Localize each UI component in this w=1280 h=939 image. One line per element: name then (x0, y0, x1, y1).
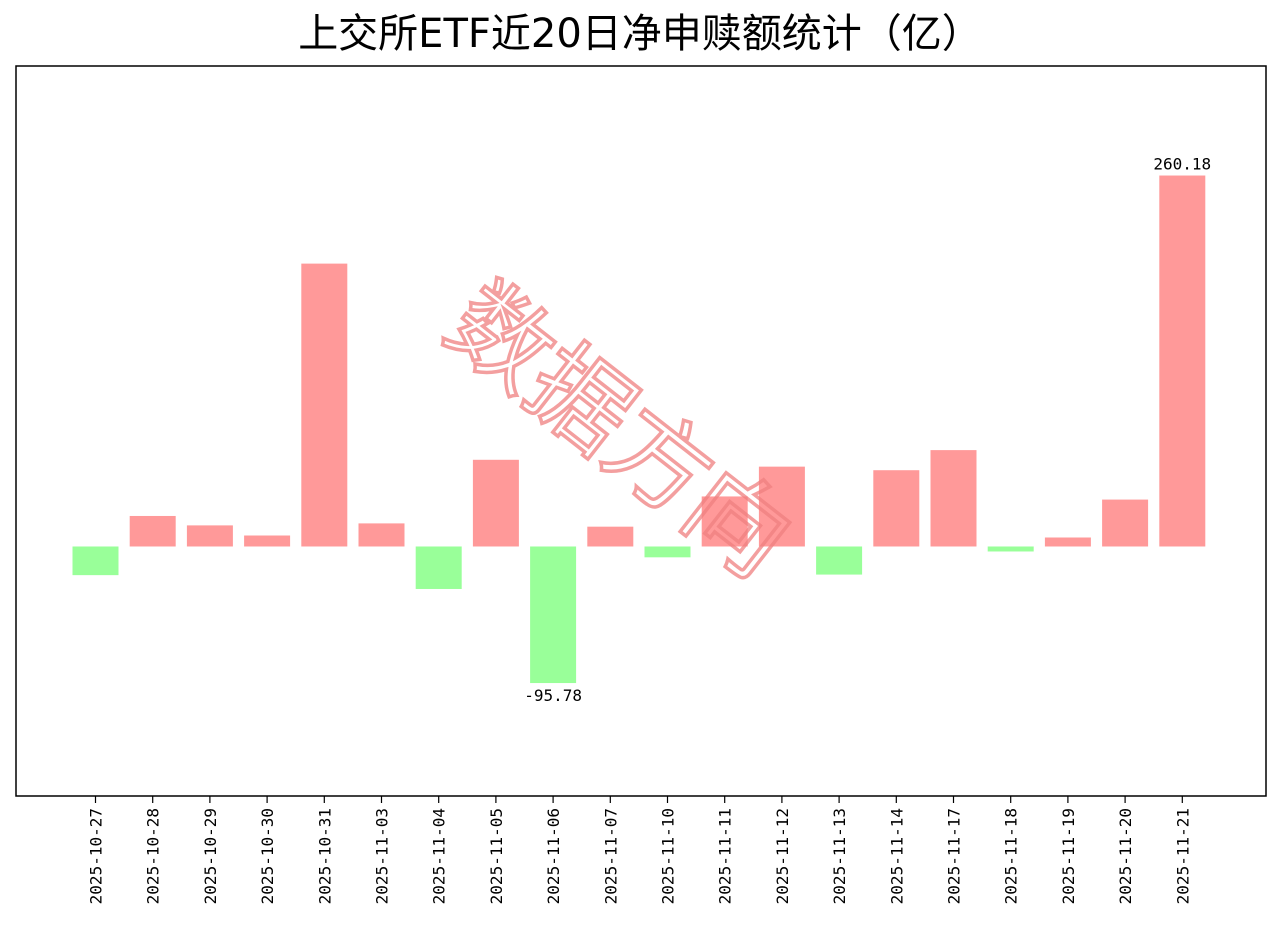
x-tick-label: 2025-11-12 (773, 808, 792, 904)
x-tick-label: 2025-11-04 (430, 808, 449, 904)
bar-2025-10-30 (244, 535, 291, 547)
x-tick-label: 2025-10-29 (201, 808, 220, 904)
x-tick-label: 2025-11-05 (487, 808, 506, 904)
data-label-2025-11-21: 260.18 (1153, 155, 1211, 174)
x-tick-label: 2025-10-28 (144, 808, 163, 904)
x-tick-label: 2025-10-30 (258, 808, 277, 904)
x-tick-label: 2025-11-10 (659, 808, 678, 904)
bar-2025-11-20 (1102, 499, 1149, 547)
x-tick-label: 2025-11-21 (1173, 808, 1192, 904)
bar-2025-11-12 (758, 466, 805, 547)
bar-2025-11-21 (1159, 175, 1206, 547)
bar-2025-11-19 (1044, 537, 1091, 547)
x-tick-label: 2025-11-13 (830, 808, 849, 904)
bar-2025-10-27 (72, 546, 119, 576)
bar-2025-11-10 (644, 546, 691, 558)
bar-2025-10-29 (186, 525, 233, 547)
bar-2025-10-28 (129, 515, 176, 547)
bar-2025-11-17 (930, 450, 977, 547)
x-tick-label: 2025-10-31 (315, 808, 334, 904)
bar-2025-11-07 (587, 526, 634, 547)
bar-2025-11-06 (530, 546, 577, 684)
chart-title: 上交所ETF近20日净申赎额统计（亿） (298, 11, 982, 57)
bar-2025-10-31 (301, 263, 348, 547)
plot-area-frame (15, 65, 1267, 797)
x-tick-label: 2025-11-17 (945, 808, 964, 904)
bar-2025-11-18 (987, 546, 1034, 552)
x-tick-label: 2025-11-20 (1116, 808, 1135, 904)
x-tick-label: 2025-11-19 (1059, 808, 1078, 904)
x-tick-label: 2025-11-06 (544, 808, 563, 904)
bar-2025-11-04 (415, 546, 462, 589)
bar-2025-11-03 (358, 523, 405, 547)
x-tick-label: 2025-11-18 (1002, 808, 1021, 904)
x-tick-label: 2025-10-27 (87, 808, 106, 904)
data-label-2025-11-06: -95.78 (524, 686, 582, 705)
bar-2025-11-05 (472, 459, 519, 547)
bar-2025-11-11 (701, 496, 748, 547)
x-axis: 2025-10-27 2025-10-28 2025-10-29 2025-10-30… (87, 796, 1192, 904)
bar-2025-11-13 (816, 546, 863, 575)
x-tick-label: 2025-11-14 (887, 808, 906, 904)
x-tick-label: 2025-11-03 (373, 808, 392, 904)
x-tick-label: 2025-11-11 (716, 808, 735, 904)
bars-layer (72, 175, 1206, 684)
bar-2025-11-14 (873, 470, 920, 547)
x-tick-label: 2025-11-07 (601, 808, 620, 904)
data-labels-layer: -95.78 260.18 (524, 155, 1211, 706)
